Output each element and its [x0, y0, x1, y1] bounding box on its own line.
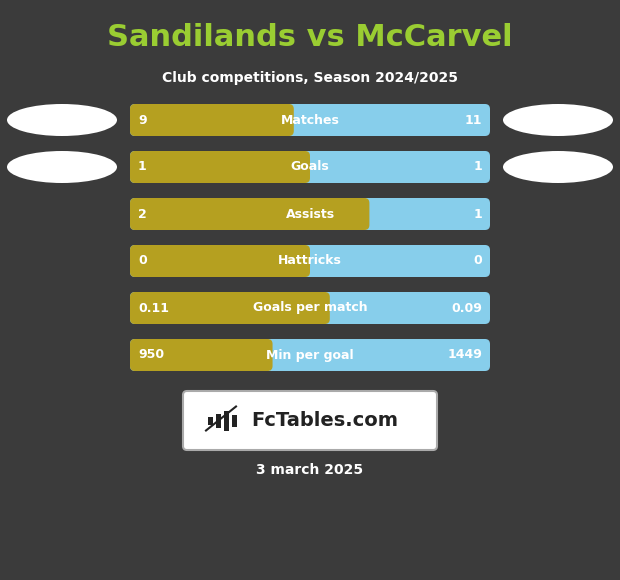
FancyBboxPatch shape: [224, 411, 229, 430]
Text: Assists: Assists: [285, 208, 335, 220]
FancyBboxPatch shape: [130, 339, 273, 371]
Text: Goals: Goals: [291, 161, 329, 173]
Text: 1: 1: [473, 208, 482, 220]
Text: Sandilands vs McCarvel: Sandilands vs McCarvel: [107, 24, 513, 53]
Text: Club competitions, Season 2024/2025: Club competitions, Season 2024/2025: [162, 71, 458, 85]
Text: Hattricks: Hattricks: [278, 255, 342, 267]
Text: 1: 1: [473, 161, 482, 173]
Text: 1449: 1449: [447, 349, 482, 361]
FancyBboxPatch shape: [130, 245, 490, 277]
Ellipse shape: [7, 104, 117, 136]
Text: FcTables.com: FcTables.com: [252, 411, 399, 430]
FancyBboxPatch shape: [130, 151, 310, 183]
FancyBboxPatch shape: [130, 198, 370, 230]
Text: 0.11: 0.11: [138, 302, 169, 314]
Text: Goals per match: Goals per match: [253, 302, 367, 314]
Text: 2: 2: [138, 208, 147, 220]
Text: 0: 0: [473, 255, 482, 267]
Text: 11: 11: [464, 114, 482, 126]
FancyBboxPatch shape: [183, 391, 437, 450]
FancyBboxPatch shape: [130, 198, 490, 230]
Ellipse shape: [7, 151, 117, 183]
Ellipse shape: [503, 104, 613, 136]
FancyBboxPatch shape: [130, 245, 310, 277]
Text: Matches: Matches: [281, 114, 339, 126]
FancyBboxPatch shape: [130, 292, 490, 324]
Text: 9: 9: [138, 114, 146, 126]
Text: 950: 950: [138, 349, 164, 361]
FancyBboxPatch shape: [216, 414, 221, 427]
FancyBboxPatch shape: [130, 339, 490, 371]
Ellipse shape: [503, 151, 613, 183]
FancyBboxPatch shape: [130, 104, 294, 136]
Text: 1: 1: [138, 161, 147, 173]
FancyBboxPatch shape: [130, 104, 490, 136]
Text: 3 march 2025: 3 march 2025: [257, 463, 363, 477]
FancyBboxPatch shape: [130, 151, 490, 183]
FancyBboxPatch shape: [232, 415, 237, 426]
FancyBboxPatch shape: [130, 292, 330, 324]
Text: 0.09: 0.09: [451, 302, 482, 314]
Text: Min per goal: Min per goal: [266, 349, 354, 361]
Text: 0: 0: [138, 255, 147, 267]
FancyBboxPatch shape: [208, 416, 213, 425]
